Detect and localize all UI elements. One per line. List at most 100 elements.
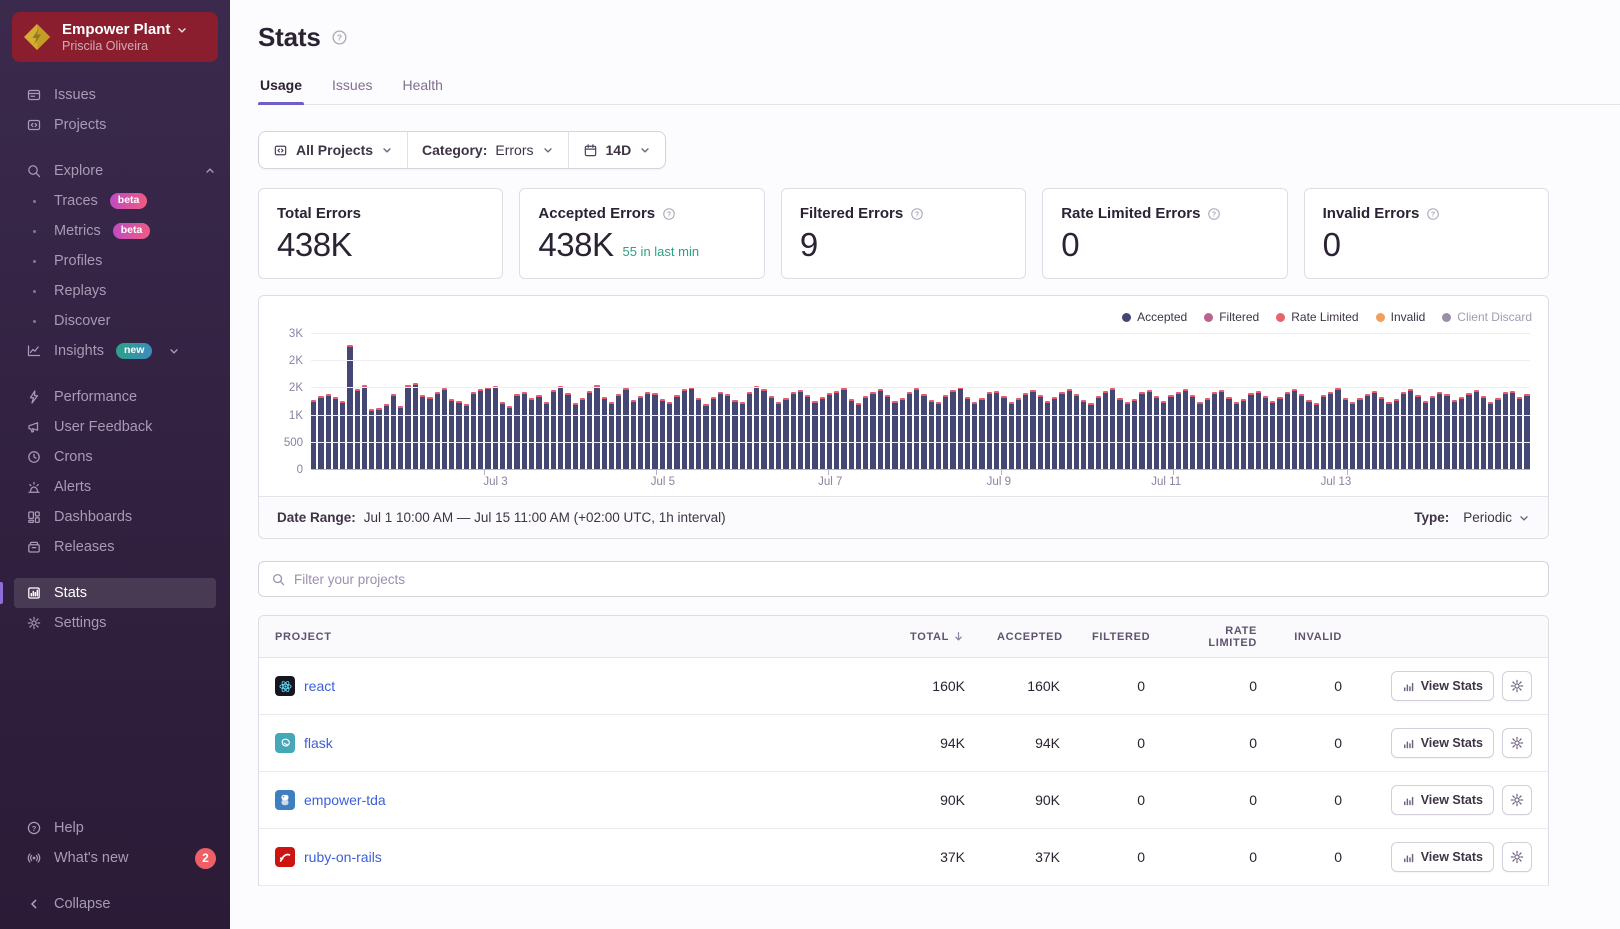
column-header-accepted[interactable]: ACCEPTED [981,631,1076,643]
tab-health[interactable]: Health [401,77,445,104]
project-selector[interactable]: All Projects [259,132,407,168]
chart-bar[interactable] [1154,396,1159,470]
sidebar-item-settings[interactable]: Settings [0,608,230,638]
chart-bar[interactable] [1197,402,1202,470]
chart-bar[interactable] [1132,399,1137,470]
chart-bar[interactable] [820,397,825,470]
project-link[interactable]: empower-tda [304,792,386,808]
chart-bar[interactable] [1423,401,1428,470]
help-icon[interactable]: ? [662,207,676,221]
chart-bar[interactable] [1168,395,1173,470]
chart-bar[interactable] [1444,394,1449,470]
chart-bar[interactable] [1372,391,1377,470]
help-icon[interactable]: ? [910,207,924,221]
sidebar-item-collapse[interactable]: Collapse [0,889,230,919]
project-link[interactable]: react [304,678,335,694]
chart-bar[interactable] [1190,395,1195,470]
chart-bar[interactable] [1524,394,1529,470]
chart-bar[interactable] [507,406,512,470]
sidebar-item-replays[interactable]: Replays [0,276,230,306]
chart-bar[interactable] [1052,397,1057,470]
chart-bar[interactable] [514,394,519,470]
chart-bar[interactable] [1248,393,1253,470]
chart-bar[interactable] [1147,390,1152,470]
chart-bar[interactable] [900,398,905,470]
chart-bar[interactable] [936,402,941,470]
chart-bar[interactable] [1096,396,1101,470]
chart-bar[interactable] [536,395,541,470]
chart-bar[interactable] [435,392,440,470]
legend-item-invalid[interactable]: Invalid [1376,310,1426,324]
chart-bar[interactable] [1299,394,1304,470]
chart-bar[interactable] [972,402,977,470]
chart-bar[interactable] [1379,397,1384,470]
column-header-total[interactable]: TOTAL [871,630,981,643]
chart-bar[interactable] [921,394,926,470]
chart-bar[interactable] [1394,399,1399,470]
chart-bar[interactable] [907,392,912,470]
chart-bar[interactable] [1343,398,1348,470]
sidebar-item-discover[interactable]: Discover [0,306,230,336]
tab-usage[interactable]: Usage [258,77,304,104]
project-filter-field[interactable] [258,561,1549,597]
chart-bar[interactable] [1016,398,1021,470]
chart-bar[interactable] [442,388,447,470]
chart-bar[interactable] [711,397,716,470]
chart-bar[interactable] [623,388,628,470]
view-stats-button[interactable]: View Stats [1391,785,1494,815]
chart-bar[interactable] [1517,397,1522,470]
chart-bar[interactable] [1335,388,1340,470]
chart-bar[interactable] [1139,392,1144,470]
chart-bar[interactable] [885,395,890,470]
chart-bar[interactable] [834,391,839,470]
chart-bar[interactable] [340,401,345,470]
chart-bar[interactable] [732,400,737,470]
sidebar-item-performance[interactable]: Performance [0,382,230,412]
help-icon[interactable]: ? [1426,207,1440,221]
chart-bar[interactable] [805,395,810,470]
view-stats-button[interactable]: View Stats [1391,728,1494,758]
org-switcher[interactable]: Empower Plant Priscila Oliveira [12,12,218,62]
chart-bar[interactable] [849,399,854,470]
chart-bar[interactable] [1277,397,1282,470]
chart-bar[interactable] [551,390,556,470]
chart-bar[interactable] [740,402,745,470]
sidebar-item-alerts[interactable]: Alerts [0,472,230,502]
chart-bar[interactable] [558,386,563,470]
chart-bar[interactable] [1314,403,1319,470]
chart-bar[interactable] [1306,400,1311,470]
chart-bar[interactable] [783,398,788,470]
chart-bar[interactable] [1437,392,1442,470]
category-selector[interactable]: Category: Errors [407,132,567,168]
chart-bar[interactable] [696,398,701,470]
chart-bar[interactable] [791,392,796,470]
chart-bar[interactable] [645,392,650,470]
chart-bar[interactable] [994,391,999,470]
chart-bar[interactable] [609,402,614,470]
chart-bar[interactable] [870,392,875,470]
chart-bar[interactable] [580,398,585,470]
chart-bar[interactable] [1270,401,1275,470]
chart-bar[interactable] [958,387,963,470]
sidebar-item-explore[interactable]: Explore [0,156,230,186]
chart-bar[interactable] [1038,395,1043,470]
chart-bar[interactable] [827,393,832,470]
chart-bar[interactable] [1263,396,1268,470]
sidebar-item-projects[interactable]: Projects [0,110,230,140]
chart-bar[interactable] [1241,399,1246,470]
chart-bar[interactable] [841,388,846,470]
chart-bar[interactable] [1205,398,1210,470]
chart-bar[interactable] [1321,395,1326,470]
chart-bar[interactable] [1219,390,1224,470]
chart-bar[interactable] [362,385,367,470]
chart-bar[interactable] [326,394,331,470]
chart-bar[interactable] [776,402,781,470]
chart-bar[interactable] [1285,392,1290,470]
chart-bar[interactable] [405,385,410,470]
chart-bar[interactable] [1001,396,1006,470]
project-settings-button[interactable] [1502,728,1532,758]
chart-bar[interactable] [689,387,694,470]
chart-bar[interactable] [798,390,803,470]
chart-bar[interactable] [311,400,316,470]
chart-bar[interactable] [638,396,643,470]
